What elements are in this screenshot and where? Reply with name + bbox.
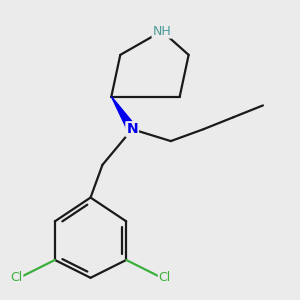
Text: NH: NH	[152, 25, 171, 38]
Text: Cl: Cl	[159, 271, 171, 284]
Text: Cl: Cl	[10, 271, 22, 284]
Polygon shape	[111, 97, 136, 132]
Text: N: N	[126, 122, 138, 136]
